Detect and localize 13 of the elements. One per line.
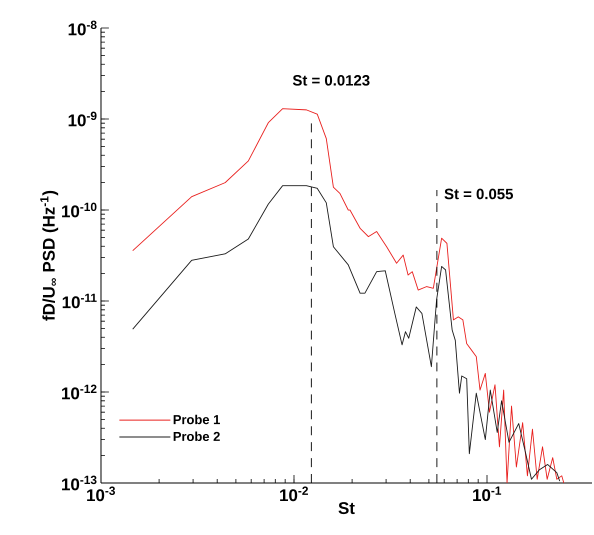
x-tick-label: 10$^{-2}$	[280, 486, 308, 502]
legend-label: Probe 1	[174, 414, 220, 424]
y-tick-label: 10$^{-12}$	[62, 384, 97, 400]
legend-label: Probe 2	[174, 432, 220, 442]
y-tick-label: 10$^{-11}$	[62, 294, 97, 308]
ref-line-label: St = 0.055	[444, 188, 513, 200]
x-tick-label: 10$^{-1}$	[473, 486, 502, 502]
y-tick-label: 10$^{-10}$	[62, 202, 96, 218]
y-tick-label: 10$^{-9}$	[68, 112, 97, 126]
y-tick-label: 10$^{-8}$	[68, 20, 97, 36]
ref-line-label: St = 0.0123	[292, 75, 370, 86]
x-axis-title: St	[338, 502, 355, 514]
y-axis-title: fD/U$_{∞}$ PSD (Hz$^{-1}$)	[40, 190, 58, 321]
